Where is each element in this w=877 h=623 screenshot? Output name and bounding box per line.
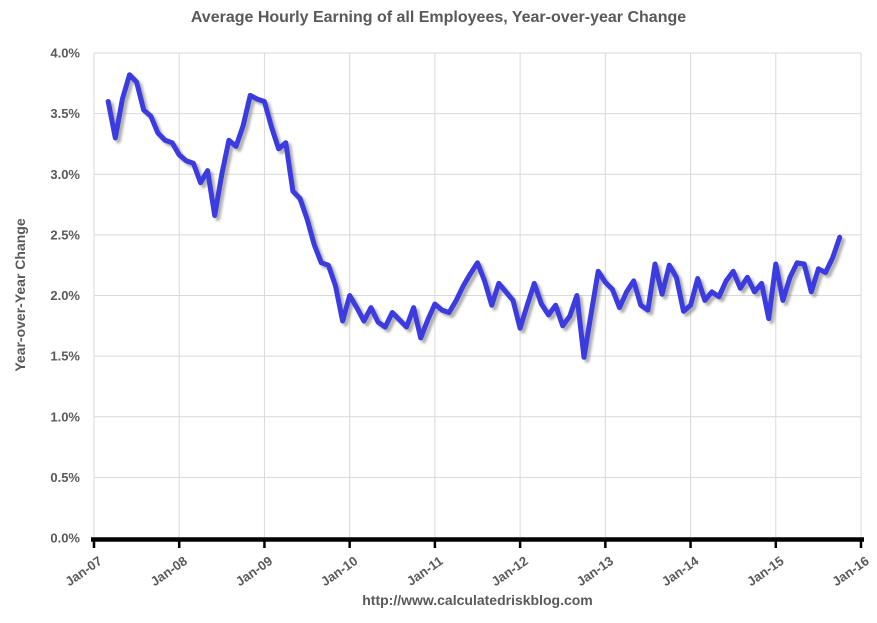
- source-url: http://www.calculatedriskblog.com: [362, 592, 593, 608]
- y-tick-label: 0.5%: [50, 470, 80, 485]
- y-tick-label: 4.0%: [50, 46, 80, 61]
- x-tick-label: Jan-16: [829, 553, 871, 589]
- chart-title: Average Hourly Earning of all Employees,…: [190, 9, 687, 26]
- x-tick-label: Jan-12: [488, 553, 530, 589]
- y-tick-label: 1.5%: [50, 349, 80, 364]
- x-tick-label: Jan-10: [318, 553, 360, 589]
- x-tick-label: Jan-11: [404, 553, 446, 589]
- y-tick-label: 3.5%: [50, 106, 80, 121]
- data-series: [105, 72, 843, 360]
- data-line: [105, 72, 843, 360]
- x-tick-label: Jan-14: [659, 553, 702, 589]
- y-tick-label: 1.0%: [50, 409, 80, 424]
- x-tick-label: Jan-07: [62, 553, 104, 589]
- x-axis: [91, 537, 864, 548]
- x-tick-label: Jan-15: [744, 553, 786, 589]
- y-tick-label: 0.0%: [50, 531, 80, 546]
- tick-labels: 0.0% 0.5% 1.0% 1.5% 2.0% 2.5% 3.0% 3.5% 4.0% Jan-…: [50, 46, 871, 590]
- y-tick-label: 3.0%: [50, 167, 80, 182]
- y-tick-label: 2.5%: [50, 227, 80, 242]
- x-tick-label: Jan-08: [148, 553, 190, 589]
- x-tick-label: Jan-09: [233, 553, 275, 589]
- gridlines: [93, 52, 862, 537]
- x-tick-label: Jan-13: [574, 553, 616, 589]
- y-tick-label: 2.0%: [50, 288, 80, 303]
